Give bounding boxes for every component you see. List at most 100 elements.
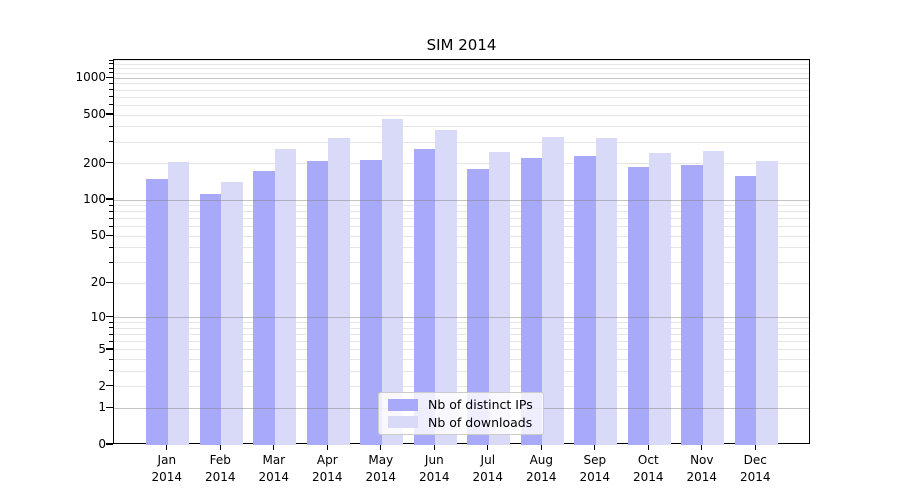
y-minor-tick-1100 bbox=[109, 72, 113, 74]
y-minor-tick-1300 bbox=[109, 63, 113, 65]
legend-swatch-distinct-ips bbox=[388, 398, 418, 411]
y-tick-1 bbox=[106, 406, 113, 408]
minor-gridline-60 bbox=[114, 226, 809, 228]
legend-entry-distinct-ips: Nb of distinct IPs bbox=[388, 397, 534, 412]
x-tick-label-feb: Feb 2014 bbox=[205, 453, 236, 484]
minor-gridline-800 bbox=[114, 89, 809, 91]
y-minor-tick-7 bbox=[109, 333, 113, 335]
x-tick-aug bbox=[540, 444, 542, 450]
y-tick-100 bbox=[106, 198, 113, 200]
x-tick-nov bbox=[701, 444, 703, 450]
x-tick-label-nov: Nov 2014 bbox=[686, 453, 718, 484]
minor-gridline-1100 bbox=[114, 72, 809, 74]
plot-area bbox=[113, 59, 810, 445]
y-minor-tick-9 bbox=[109, 321, 113, 323]
bar-downloads-feb bbox=[221, 182, 243, 445]
y-tick-label-1000: 1000 bbox=[75, 70, 106, 85]
minor-gridline-40 bbox=[114, 247, 809, 249]
y-minor-tick-1400 bbox=[109, 59, 113, 61]
minor-gridline-1300 bbox=[114, 63, 809, 65]
y-tick-label-1: 1 bbox=[98, 400, 106, 415]
x-tick-dec bbox=[754, 444, 756, 450]
y-minor-tick-800 bbox=[109, 89, 113, 91]
y-minor-tick-600 bbox=[109, 104, 113, 106]
minor-gridline-30 bbox=[114, 262, 809, 264]
bar-downloads-mar bbox=[274, 149, 297, 445]
bar-distinct-ips-feb bbox=[199, 194, 222, 445]
minor-gridline-6 bbox=[114, 341, 809, 343]
major-gridline-100 bbox=[114, 199, 809, 201]
x-tick-apr bbox=[326, 444, 328, 450]
x-tick-jul bbox=[487, 444, 489, 450]
bar-distinct-ips-jan bbox=[146, 178, 168, 445]
y-tick-500 bbox=[106, 113, 113, 115]
bar-distinct-ips-may bbox=[360, 160, 382, 445]
minor-gridline-700 bbox=[114, 96, 809, 98]
bar-distinct-ips-mar bbox=[253, 170, 275, 445]
y-minor-tick-4 bbox=[109, 358, 113, 360]
x-tick-label-dec: Dec 2014 bbox=[740, 453, 771, 484]
y-tick-label-100: 100 bbox=[83, 192, 106, 207]
y-minor-tick-80 bbox=[109, 210, 113, 212]
y-minor-tick-40 bbox=[109, 246, 113, 248]
bar-downloads-dec bbox=[756, 160, 778, 445]
minor-gridline-900 bbox=[114, 83, 809, 85]
bar-downloads-jan bbox=[167, 161, 190, 445]
x-tick-feb bbox=[219, 444, 221, 450]
legend-label-distinct-ips: Nb of distinct IPs bbox=[428, 397, 533, 413]
x-tick-label-oct: Oct 2014 bbox=[633, 453, 664, 484]
minor-gridline-200 bbox=[114, 163, 809, 165]
x-tick-may bbox=[380, 444, 382, 450]
bar-downloads-jul bbox=[488, 151, 511, 445]
minor-gridline-1400 bbox=[114, 60, 809, 61]
y-minor-tick-300 bbox=[109, 141, 113, 143]
y-minor-tick-30 bbox=[109, 261, 113, 263]
y-tick-label-500: 500 bbox=[83, 107, 106, 122]
y-minor-tick-70 bbox=[109, 217, 113, 219]
minor-gridline-80 bbox=[114, 211, 809, 213]
x-tick-sep bbox=[594, 444, 596, 450]
x-tick-oct bbox=[647, 444, 649, 450]
legend: Nb of distinct IPs Nb of downloads bbox=[378, 392, 544, 435]
x-tick-label-apr: Apr 2014 bbox=[312, 453, 343, 484]
minor-gridline-9 bbox=[114, 322, 809, 324]
minor-gridline-70 bbox=[114, 218, 809, 220]
bar-downloads-may bbox=[381, 119, 404, 445]
minor-gridline-300 bbox=[114, 141, 809, 143]
y-tick-1000 bbox=[106, 76, 113, 79]
legend-swatch-downloads bbox=[388, 416, 418, 429]
minor-gridline-600 bbox=[114, 104, 809, 106]
bar-distinct-ips-jun bbox=[413, 148, 436, 445]
bar-distinct-ips-oct bbox=[627, 167, 650, 445]
minor-gridline-2 bbox=[114, 386, 809, 388]
bar-downloads-apr bbox=[328, 137, 350, 445]
y-tick-10 bbox=[106, 316, 113, 318]
y-minor-tick-700 bbox=[109, 96, 113, 98]
bar-distinct-ips-nov bbox=[681, 164, 703, 445]
minor-gridline-50 bbox=[114, 235, 809, 237]
bar-downloads-aug bbox=[542, 136, 564, 445]
y-minor-tick-400 bbox=[109, 125, 113, 127]
minor-gridline-400 bbox=[114, 126, 809, 128]
minor-gridline-3 bbox=[114, 370, 809, 372]
minor-gridline-500 bbox=[114, 114, 809, 116]
bar-downloads-nov bbox=[702, 150, 725, 445]
x-tick-jan bbox=[166, 444, 168, 450]
y-tick-label-0: 0 bbox=[98, 437, 106, 451]
bar-distinct-ips-sep bbox=[574, 156, 596, 445]
y-tick-5 bbox=[106, 348, 113, 350]
minor-gridline-8 bbox=[114, 327, 809, 329]
y-tick-0 bbox=[106, 443, 113, 445]
y-tick-label-2: 2 bbox=[98, 378, 106, 393]
y-tick-2 bbox=[106, 384, 113, 387]
y-tick-label-5: 5 bbox=[98, 341, 106, 356]
minor-gridline-20 bbox=[114, 282, 809, 284]
legend-entry-downloads: Nb of downloads bbox=[388, 415, 534, 430]
y-tick-50 bbox=[106, 234, 113, 237]
y-minor-tick-8 bbox=[109, 327, 113, 329]
minor-gridline-5 bbox=[114, 349, 809, 351]
y-tick-label-50: 50 bbox=[90, 228, 106, 243]
y-minor-tick-6 bbox=[109, 340, 113, 342]
x-tick-label-jul: Jul 2014 bbox=[472, 453, 504, 484]
